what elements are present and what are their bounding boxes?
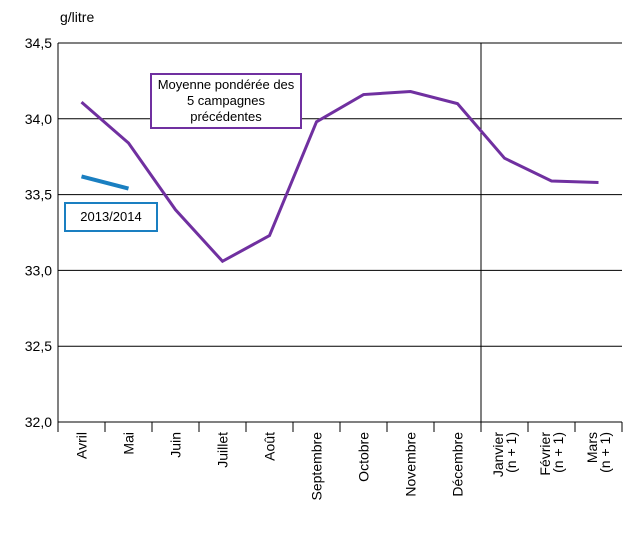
y-tick-label: 33,5 [25, 187, 52, 203]
x-tick-label: Janvier(n + 1) [490, 432, 519, 477]
x-tick-label: Février(n + 1) [537, 432, 566, 476]
y-tick-label: 34,5 [25, 35, 52, 51]
y-axis-label: g/litre [60, 9, 94, 25]
x-tick-label: Avril [74, 432, 90, 459]
y-tick-label: 34,0 [25, 111, 52, 127]
x-tick-label: Novembre [403, 432, 419, 497]
y-tick-label: 32,0 [25, 414, 52, 430]
x-tick-label: Juin [168, 432, 184, 458]
x-tick-label: Décembre [450, 432, 466, 497]
legend-entry: 2013/2014 [64, 202, 158, 232]
x-tick-label: Octobre [356, 432, 372, 482]
x-tick-label: Mars(n + 1) [584, 432, 613, 473]
x-tick-label: Mai [121, 432, 137, 455]
x-tick-label: Septembre [309, 432, 325, 501]
y-tick-label: 33,0 [25, 262, 52, 278]
y-tick-label: 32,5 [25, 338, 52, 354]
legend-entry: Moyenne pondérée des 5 campagnes précéde… [150, 73, 302, 129]
x-tick-label: Août [262, 432, 278, 461]
series-line [81, 174, 129, 191]
x-tick-label: Juillet [215, 432, 231, 468]
series-line [80, 89, 599, 264]
